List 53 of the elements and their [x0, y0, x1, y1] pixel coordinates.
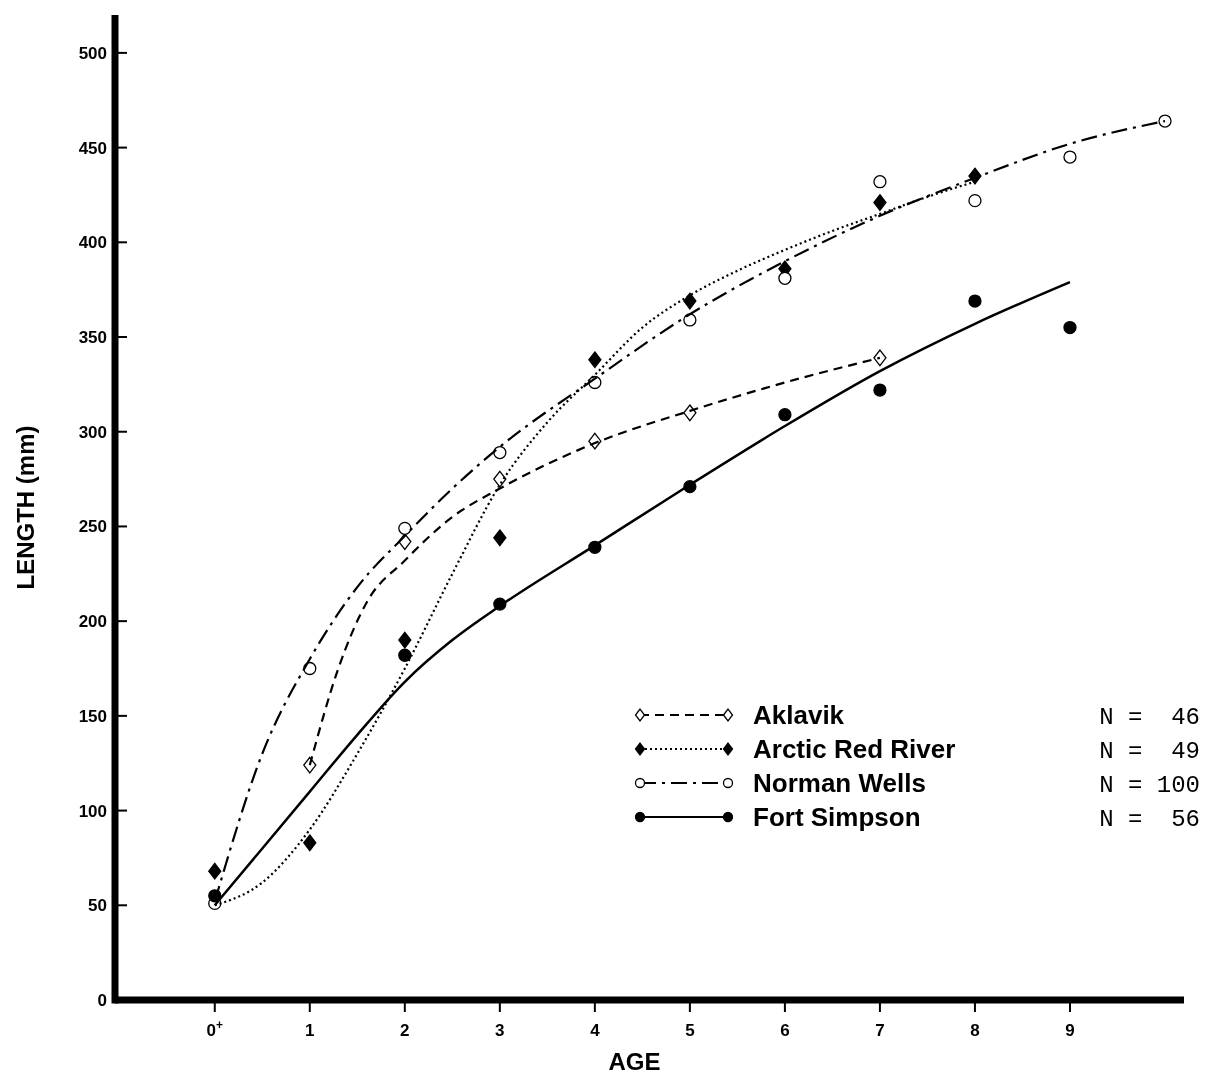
- point: [303, 834, 317, 852]
- y-tick-label: 100: [78, 801, 107, 821]
- y-axis-title: LENGTH (mm): [12, 425, 39, 590]
- point: [588, 351, 602, 369]
- y-tick-label: 350: [78, 328, 107, 348]
- point: [778, 408, 792, 422]
- legend-label: Arctic Red River: [753, 734, 956, 764]
- point: [873, 349, 887, 367]
- x-axis-title: AGE: [608, 1048, 661, 1075]
- point: [873, 175, 887, 189]
- point: [1063, 150, 1077, 164]
- x-tick-label: 9: [1065, 1021, 1075, 1040]
- point: [493, 445, 507, 460]
- y-tick-label: 450: [78, 138, 107, 158]
- point: [968, 193, 982, 208]
- point: [873, 194, 887, 211]
- legend-label: Norman Wells: [753, 768, 926, 798]
- x-tick-label: 8: [970, 1021, 980, 1040]
- point: [1063, 320, 1077, 335]
- point: [683, 292, 697, 310]
- point: [398, 648, 412, 662]
- x-tick-label: 5: [685, 1021, 695, 1040]
- y-tick-label: 0: [97, 991, 107, 1010]
- x-tick-label: 0$^{+}$: [206, 1018, 224, 1040]
- point: [398, 631, 412, 649]
- legend-label: Aklavik: [753, 700, 845, 730]
- annotation: N = 46: [1099, 704, 1200, 731]
- legend-label: Fort Simpson: [753, 802, 921, 832]
- x-tick-label: 1: [305, 1021, 315, 1040]
- x-tick-label: 6: [780, 1021, 790, 1040]
- point: [208, 862, 222, 880]
- annotation: N = 49: [1099, 738, 1200, 765]
- x-tick-label: 3: [495, 1021, 505, 1040]
- y-tick-label: 500: [78, 43, 107, 63]
- point: [493, 529, 507, 547]
- x-tick-label: 7: [875, 1021, 885, 1040]
- annotation: N = 100: [1099, 772, 1200, 799]
- point: [1158, 114, 1172, 128]
- point: [778, 271, 792, 285]
- y-tick-label: 200: [78, 612, 107, 632]
- y-tick-label: 150: [78, 706, 107, 726]
- y-tick-label: 400: [78, 233, 107, 253]
- point: [493, 470, 507, 488]
- point: [968, 294, 982, 308]
- y-tick-label: 50: [88, 896, 107, 916]
- x-tick-label: 2: [400, 1021, 410, 1040]
- x-tick-label: 4: [590, 1021, 601, 1040]
- point: [683, 404, 697, 422]
- y-tick-label: 250: [78, 517, 107, 537]
- point: [398, 521, 412, 535]
- annotation: N = 56: [1099, 806, 1200, 833]
- y-tick-label: 300: [78, 422, 107, 442]
- point: [873, 383, 887, 397]
